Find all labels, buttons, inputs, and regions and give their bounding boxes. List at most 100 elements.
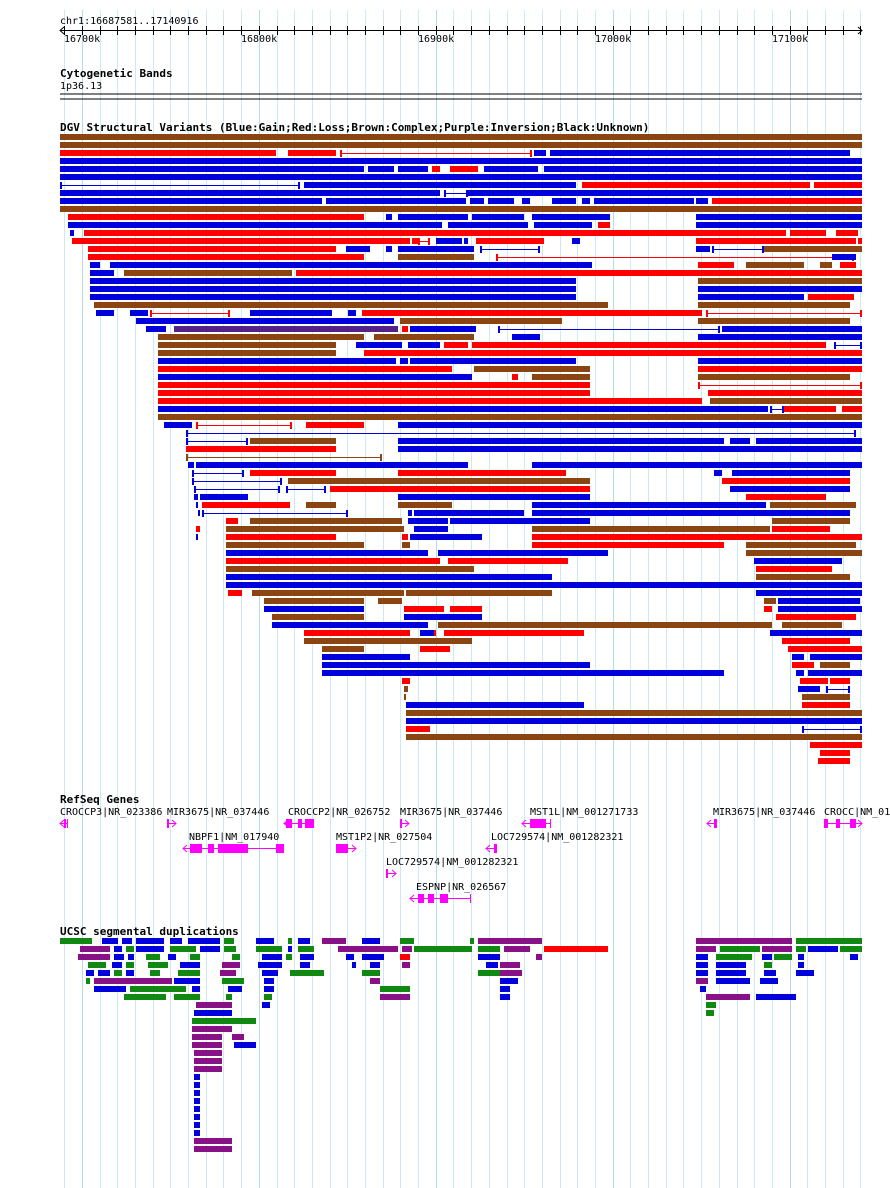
- segdup-feature[interactable]: [234, 1042, 256, 1048]
- dgv-variant[interactable]: [782, 622, 842, 628]
- dgv-variant[interactable]: [464, 238, 468, 244]
- segdup-feature[interactable]: [400, 938, 414, 944]
- dgv-variant[interactable]: [272, 614, 364, 620]
- dgv-variant[interactable]: [698, 294, 804, 300]
- segdup-feature[interactable]: [88, 962, 106, 968]
- segdup-feature[interactable]: [192, 1018, 256, 1024]
- dgv-variant[interactable]: [158, 366, 452, 372]
- segdup-feature[interactable]: [288, 946, 292, 952]
- dgv-variant[interactable]: [364, 350, 862, 356]
- segdup-feature[interactable]: [322, 938, 346, 944]
- dgv-variant[interactable]: [472, 342, 826, 348]
- dgv-variant[interactable]: [810, 654, 862, 660]
- dgv-variant[interactable]: [250, 310, 332, 316]
- segdup-feature[interactable]: [194, 1082, 200, 1088]
- segdup-feature[interactable]: [256, 938, 274, 944]
- dgv-variant[interactable]: [698, 374, 850, 380]
- dgv-variant[interactable]: [226, 566, 474, 572]
- segdup-feature[interactable]: [286, 954, 292, 960]
- dgv-variant[interactable]: [398, 446, 862, 452]
- dgv-variant[interactable]: [400, 318, 562, 324]
- segdup-feature[interactable]: [264, 978, 274, 984]
- segdup-feature[interactable]: [190, 954, 200, 960]
- segdup-feature[interactable]: [170, 938, 182, 944]
- segdup-feature[interactable]: [478, 970, 500, 976]
- dgv-variant[interactable]: [404, 614, 482, 620]
- segdup-feature[interactable]: [112, 962, 122, 968]
- dgv-variant[interactable]: [90, 262, 100, 268]
- dgv-variant[interactable]: [792, 662, 814, 668]
- dgv-variant[interactable]: [60, 174, 862, 180]
- dgv-variant[interactable]: [412, 238, 418, 244]
- dgv-track[interactable]: [60, 134, 862, 764]
- dgv-variant[interactable]: [410, 326, 476, 332]
- dgv-variant[interactable]: [90, 286, 576, 292]
- dgv-variant[interactable]: [158, 374, 472, 380]
- dgv-variant[interactable]: [356, 342, 402, 348]
- gene-label[interactable]: MST1L|NM_001271733: [530, 807, 639, 818]
- dgv-variant[interactable]: [406, 726, 430, 732]
- segdup-feature[interactable]: [300, 954, 314, 960]
- dgv-variant[interactable]: [296, 270, 862, 276]
- dgv-variant[interactable]: [68, 222, 442, 228]
- segdup-feature[interactable]: [178, 970, 200, 976]
- segdup-feature[interactable]: [400, 954, 410, 960]
- segdup-feature[interactable]: [196, 1002, 232, 1008]
- dgv-variant[interactable]: [406, 718, 862, 724]
- dgv-variant[interactable]: [698, 278, 862, 284]
- dgv-variant[interactable]: [444, 630, 584, 636]
- dgv-variant[interactable]: [468, 190, 862, 196]
- dgv-variant[interactable]: [836, 230, 858, 236]
- segdup-feature[interactable]: [192, 1026, 232, 1032]
- segdup-feature[interactable]: [486, 962, 498, 968]
- segdup-feature[interactable]: [706, 1002, 716, 1008]
- segdup-feature[interactable]: [840, 946, 862, 952]
- dgv-variant[interactable]: [802, 702, 850, 708]
- segdup-feature[interactable]: [150, 970, 160, 976]
- dgv-variant[interactable]: [158, 350, 336, 356]
- dgv-variant[interactable]: [202, 502, 290, 508]
- segdup-feature[interactable]: [94, 986, 126, 992]
- dgv-variant[interactable]: [552, 198, 576, 204]
- segdup-feature[interactable]: [290, 970, 324, 976]
- dgv-variant[interactable]: [802, 694, 850, 700]
- segdup-feature[interactable]: [298, 938, 310, 944]
- dgv-variant[interactable]: [696, 246, 710, 252]
- dgv-variant[interactable]: [158, 358, 396, 364]
- segdup-feature[interactable]: [696, 954, 708, 960]
- dgv-variant[interactable]: [84, 230, 786, 236]
- dgv-variant[interactable]: [818, 758, 850, 764]
- dgv-variant[interactable]: [782, 638, 850, 644]
- dgv-variant[interactable]: [146, 326, 166, 332]
- dgv-variant[interactable]: [398, 166, 428, 172]
- dgv-variant[interactable]: [410, 358, 576, 364]
- dgv-variant[interactable]: [94, 302, 608, 308]
- segdup-feature[interactable]: [194, 1074, 200, 1080]
- dgv-variant[interactable]: [60, 158, 862, 164]
- gene-label[interactable]: LOC729574|NM_001282321: [386, 857, 519, 868]
- segdup-feature[interactable]: [764, 962, 772, 968]
- dgv-variant[interactable]: [698, 286, 862, 292]
- dgv-variant[interactable]: [840, 262, 856, 268]
- dgv-variant[interactable]: [322, 662, 590, 668]
- segdup-feature[interactable]: [128, 954, 134, 960]
- dgv-variant[interactable]: [696, 238, 856, 244]
- segdup-feature[interactable]: [478, 938, 542, 944]
- dgv-variant[interactable]: [330, 486, 590, 492]
- dgv-variant[interactable]: [196, 534, 198, 540]
- dgv-variant[interactable]: [476, 238, 544, 244]
- dgv-variant[interactable]: [326, 198, 466, 204]
- segdup-feature[interactable]: [222, 978, 244, 984]
- dgv-variant[interactable]: [484, 166, 538, 172]
- segdup-feature[interactable]: [716, 978, 750, 984]
- dgv-variant[interactable]: [398, 470, 566, 476]
- dgv-variant[interactable]: [746, 542, 856, 548]
- dgv-variant[interactable]: [402, 534, 408, 540]
- dgv-variant[interactable]: [264, 598, 364, 604]
- dgv-variant[interactable]: [714, 470, 722, 476]
- segdup-feature[interactable]: [194, 1146, 232, 1152]
- segdup-feature[interactable]: [124, 994, 166, 1000]
- dgv-variant[interactable]: [90, 270, 114, 276]
- dgv-variant[interactable]: [534, 222, 592, 228]
- segdup-feature[interactable]: [78, 954, 110, 960]
